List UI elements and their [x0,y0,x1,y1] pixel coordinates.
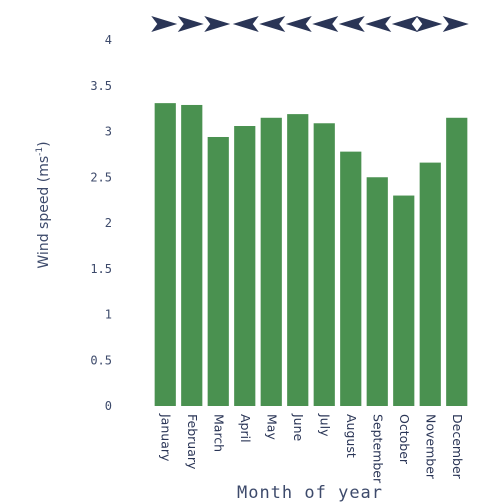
x-tick-label-january: January [158,413,173,462]
y-axis-title-superscript: -1 [35,147,45,156]
wind-arrow-october-icon [391,16,418,32]
bar-october [393,195,415,406]
bar-may [260,117,282,407]
y-tick-label: 4 [105,33,112,47]
y-tick-label: 1.5 [90,262,112,276]
y-tick-label: 3 [105,125,112,139]
x-tick-label-november: November [423,414,438,480]
wind-arrow-september-icon [365,16,392,32]
wind-arrow-december-icon [442,16,469,32]
bars [154,103,468,407]
y-axis-title: Wind speed (ms-1) [35,141,52,268]
y-tick-label: 1 [105,308,112,322]
x-tick-label-july: July [317,413,332,437]
y-axis-title-close: ) [36,141,52,146]
y-tick-label: 2.5 [90,170,112,184]
x-tick-label-april: April [238,414,253,443]
x-tick-label-february: February [185,414,200,470]
wind-direction-arrows [151,16,469,32]
x-tick-label-june: June [291,413,306,442]
wind-arrow-january-icon [151,16,178,32]
bar-december [446,117,468,407]
wind-arrow-july-icon [312,16,339,32]
x-tick-label-september: September [370,414,385,484]
x-axis-category-labels: January February March April May June July Augu… [158,413,465,484]
wind-arrow-june-icon [285,16,312,32]
x-axis-title: Month of year [237,483,383,503]
y-tick-label: 2 [105,216,112,230]
y-tick-label: 0.5 [90,353,112,367]
bar-march [207,136,229,407]
bar-november [419,162,441,406]
bar-august [340,151,362,406]
x-tick-label-may: May [264,414,279,440]
bar-july [313,123,335,406]
bar-february [181,104,203,406]
x-tick-label-august: August [344,414,359,458]
bar-april [234,126,256,406]
bar-june [287,114,309,407]
y-tick-label: 3.5 [90,79,112,93]
wind-arrow-august-icon [338,16,365,32]
wind-arrow-april-icon [232,16,259,32]
y-axis-title-main: Wind speed (ms [36,156,52,269]
wind-arrow-february-icon [177,16,204,32]
bar-january [154,103,176,406]
y-axis-ticks: 0 0.5 1 1.5 2 2.5 3 3.5 4 [90,33,112,413]
bar-september [366,177,388,406]
x-tick-label-march: March [211,414,226,452]
wind-arrow-november-icon [416,16,443,32]
wind-arrow-march-icon [204,16,231,32]
wind-arrow-may-icon [259,16,286,32]
x-tick-label-december: December [450,414,465,480]
x-tick-label-october: October [397,414,412,465]
y-tick-label: 0 [105,399,112,413]
